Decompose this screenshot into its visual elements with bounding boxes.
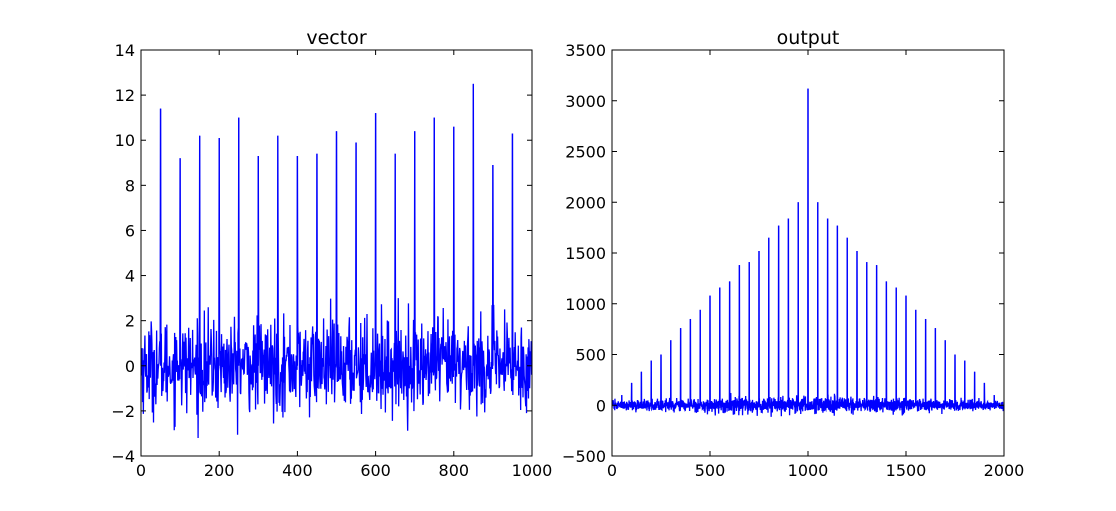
- vector-ytick-label: −4: [111, 447, 135, 466]
- vector-xtick-label: 200: [204, 461, 235, 480]
- vector-xtick-label: 0: [136, 461, 146, 480]
- output-title: output: [777, 27, 840, 49]
- vector-xtick-label: 600: [360, 461, 391, 480]
- output-xtick-label: 1500: [886, 461, 927, 480]
- vector-ytick-label: −2: [111, 402, 135, 421]
- vector-ytick-label: 12: [115, 86, 135, 105]
- vector-ticks: 0 200 400 600 800 1000 −4 −2 0 2 4 6 8 10 12 14: [111, 41, 552, 480]
- output-xtick-label: 500: [695, 461, 726, 480]
- output-ytick-label: 3500: [565, 41, 606, 60]
- output-ytick-label: −500: [562, 447, 606, 466]
- output-xtick-label: 2000: [984, 461, 1025, 480]
- vector-ytick-label: 6: [125, 221, 135, 240]
- output-ytick-label: 2000: [565, 193, 606, 212]
- vector-plot: [141, 83, 532, 438]
- vector-ytick-label: 10: [115, 131, 135, 150]
- vector-axes-frame: [140, 49, 533, 457]
- vector-xtick-label: 400: [282, 461, 313, 480]
- vector-xtick-label: 1000: [512, 461, 553, 480]
- output-ytick-label: 500: [575, 346, 606, 365]
- output-ytick-label: 1000: [565, 295, 606, 314]
- vector-ytick-label: 4: [125, 267, 135, 286]
- output-xtick-label: 1000: [788, 461, 829, 480]
- vector-ytick-label: 0: [125, 357, 135, 376]
- output-panel: output 0 500 1000 1500 2000−5000500100015002…: [562, 27, 1024, 480]
- vector-title: vector: [306, 27, 366, 49]
- vector-ytick-label: 8: [125, 176, 135, 195]
- output-ticks: 0 500 1000 1500 2000−50005001000150020002500…: [562, 41, 1024, 480]
- vector-ytick-label: 14: [115, 41, 135, 60]
- output-plot: [612, 88, 1004, 417]
- output-ytick-label: 0: [596, 396, 606, 415]
- vector-xtick-label: 800: [439, 461, 470, 480]
- vector-panel: vector 0 200 400 600 800 1000 −4 −2 0 2 4 6 8 10 12 14: [111, 27, 552, 480]
- output-ytick-label: 2500: [565, 143, 606, 162]
- output-xtick-label: 0: [607, 461, 617, 480]
- output-ytick-label: 3000: [565, 92, 606, 111]
- output-ytick-label: 1500: [565, 244, 606, 263]
- vector-ytick-label: 2: [125, 312, 135, 331]
